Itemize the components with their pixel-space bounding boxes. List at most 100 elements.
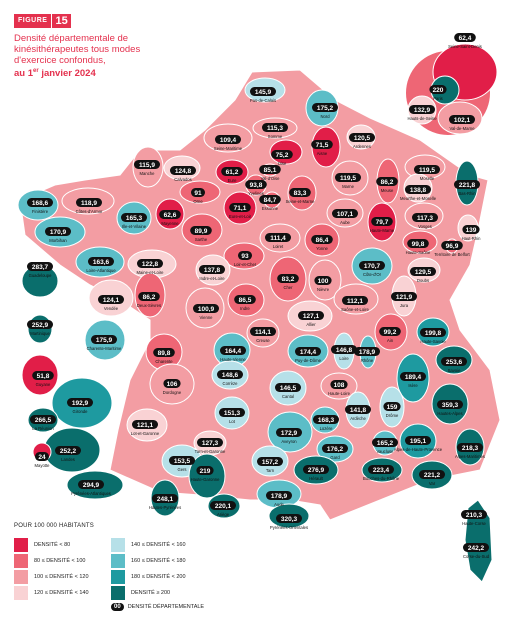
value-pill: [159, 210, 181, 219]
value-pill: [332, 209, 358, 218]
value-pill: [67, 398, 93, 407]
dept-value: 100: [318, 278, 329, 285]
value-pill: [289, 188, 311, 197]
dept-name: Gironde: [73, 409, 89, 414]
dept-name: Manche: [140, 171, 156, 176]
dept-name: Ardèche: [350, 416, 366, 421]
dept-name: Rhône: [361, 358, 374, 363]
dept-value: 276,9: [308, 467, 325, 474]
dept-value: 210,3: [466, 512, 483, 519]
dept-value: 199,8: [425, 330, 442, 337]
dept-value: 138,8: [410, 187, 427, 194]
value-pill: [371, 217, 393, 226]
value-pill: [257, 457, 283, 466]
dept-label-rhone: 178,9 Rhône: [354, 347, 380, 363]
dept-label-haute-loire: 108 Haute-Loire: [328, 380, 351, 396]
value-pill: [221, 167, 243, 176]
dept-name: Vendée: [104, 306, 119, 311]
value-pill: [238, 251, 252, 260]
dept-value: 165,3: [126, 215, 143, 222]
value-pill: [234, 295, 256, 304]
value-pill: [314, 276, 332, 285]
legend-swatch: [111, 570, 125, 584]
dept-value: 124,8: [175, 168, 192, 175]
dept-label-haute-vienne: 164,4 Haute-Vienne: [220, 346, 246, 362]
dept-value: 93: [241, 253, 249, 260]
dept-value: 266,5: [35, 417, 52, 424]
legend-label: 80 ≤ DENSITÉ < 100: [34, 558, 86, 564]
value-pill: [463, 543, 489, 552]
dept-value: 118,9: [81, 200, 97, 207]
value-pill: [193, 304, 219, 313]
dept-label-vaucluse: 165,2 Vaucluse: [372, 438, 398, 454]
value-pill: [170, 166, 196, 175]
value-pill: [420, 328, 446, 337]
dept-name: Aveyron: [281, 439, 297, 444]
dept-name: Haute-Marne: [370, 228, 395, 233]
dept-value: 253,6: [446, 359, 463, 366]
dept-name: Paris: [433, 96, 443, 101]
dept-value: 71,1: [234, 205, 247, 212]
value-pill: [409, 105, 435, 114]
value-pill: [457, 443, 483, 452]
dept-name: Guadeloupe: [29, 273, 52, 278]
dept-name: Seine-Maritime: [214, 146, 243, 151]
dept-value: 86,4: [316, 237, 329, 244]
value-pill: [220, 346, 246, 355]
dept-value: 111,4: [270, 235, 286, 242]
dept-name: Aube: [340, 220, 350, 225]
dept-value: 153,5: [174, 458, 191, 465]
dept-value: 151,3: [224, 410, 241, 417]
dept-name: Yonne: [316, 246, 328, 251]
dept-label-val-de-marne: 102,1 Val-de-Marne: [449, 115, 475, 131]
dept-name: Cher: [283, 285, 293, 290]
value-pill: [35, 452, 49, 461]
dept-value: 112,1: [347, 298, 363, 305]
dept-value: 242,2: [468, 545, 485, 552]
dept-value: 89,8: [158, 350, 171, 357]
dept-label-territoire-de-belfort: 96,9 Territoire de Belfort: [434, 241, 471, 257]
dept-label-haute-saone: 99,8 Haute-Saône: [406, 239, 431, 255]
dept-value: 168,3: [318, 417, 335, 424]
dept-value: 189,4: [405, 374, 422, 381]
legend-swatch: [14, 586, 28, 600]
value-pill: [331, 345, 357, 354]
value-pill: [454, 33, 476, 42]
value-pill: [259, 195, 281, 204]
dept-value: 120,5: [354, 135, 371, 142]
value-pill: [78, 480, 104, 489]
dept-label-yonne: 86,4 Yonne: [311, 235, 333, 251]
legend-item-c2: 80 ≤ DENSITÉ < 100: [14, 554, 85, 568]
dept-name: Côtes-d'Armor: [76, 209, 103, 214]
dept-name: Gers: [177, 467, 186, 472]
dept-value: 176,2: [327, 446, 344, 453]
legend-label: 100 ≤ DENSITÉ < 120: [34, 574, 89, 580]
dept-value: 79,7: [376, 219, 389, 226]
value-pill: [199, 265, 225, 274]
dept-value: 106: [167, 381, 178, 388]
dept-name: Indre-et-Loire: [199, 276, 225, 281]
legend-swatch: [111, 538, 125, 552]
dept-name: Isère: [408, 383, 418, 388]
dept-name: Gard: [330, 455, 340, 460]
value-pill: [98, 295, 124, 304]
dept-label-vienne: 100,9 Vienne: [193, 304, 219, 320]
dept-name: Moselle: [420, 176, 435, 181]
value-pill: [259, 165, 281, 174]
dept-value: 99,2: [384, 329, 397, 336]
legend-item-c1: DENSITÉ < 80: [14, 538, 70, 552]
dept-value: 148,6: [222, 372, 239, 379]
dept-label-cotes-d-armor: 118,9 Côtes-d'Armor: [76, 198, 103, 214]
dept-name: Vaucluse: [377, 449, 395, 454]
dept-value: 91: [194, 190, 202, 197]
dept-label-jura: 121,9 Jura: [391, 292, 417, 308]
dept-label-drome: 159 Drôme: [383, 402, 401, 418]
dept-value: 127,3: [202, 440, 219, 447]
dept-name: Finistère: [32, 209, 49, 214]
dept-name: Haut-Rhin: [462, 236, 482, 241]
value-pill: [349, 133, 375, 142]
value-pill: [311, 235, 333, 244]
dept-label-landes: 252,2 Landes: [55, 446, 81, 462]
dept-value: 86,2: [381, 179, 394, 186]
dept-label-moselle: 119,5 Moselle: [414, 165, 440, 181]
